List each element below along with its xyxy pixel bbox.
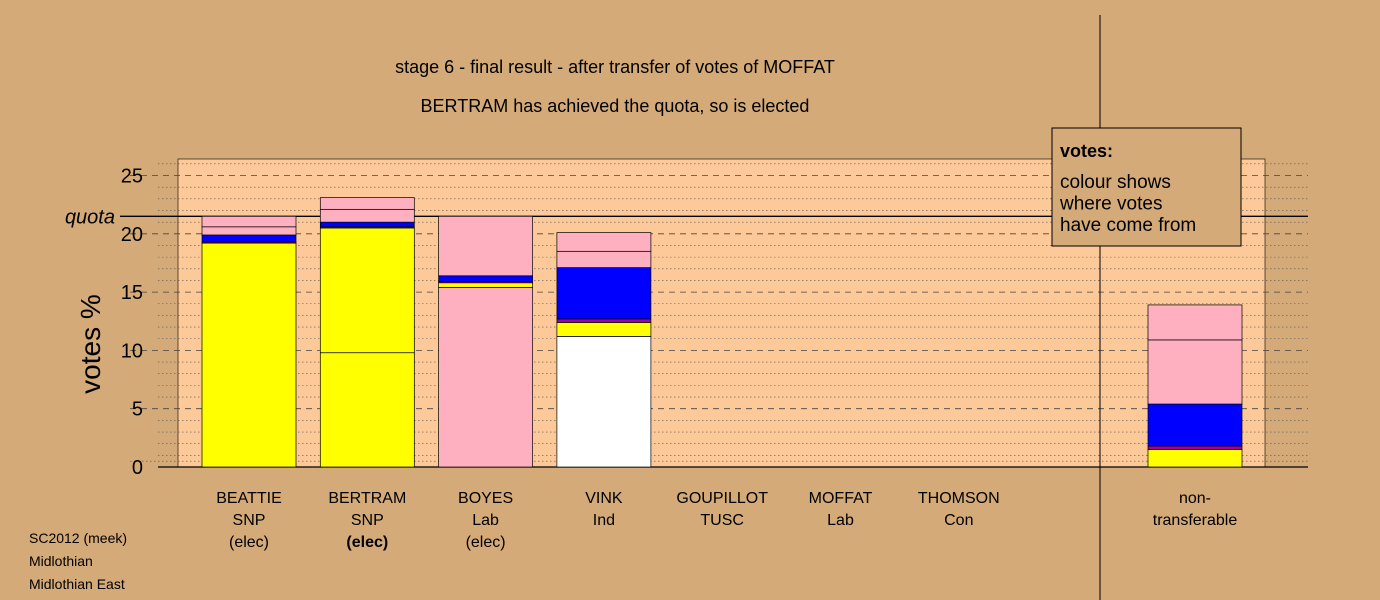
legend-line-2: where votes <box>1059 194 1162 215</box>
candidate-name-boyes: BOYES <box>458 490 513 507</box>
bar-bertram-segment-1 <box>319 352 415 468</box>
bar-bertram-segment-5 <box>319 208 415 223</box>
candidate-status-boyes: (elec) <box>466 534 506 551</box>
candidate-party-boyes: Lab <box>472 512 499 529</box>
bar-beattie-segment-3 <box>201 234 297 243</box>
bar-nontransferable-segment-3 <box>1147 403 1243 447</box>
bar-nontransferable-segment-5 <box>1147 304 1243 341</box>
legend-line-3: have come from <box>1060 215 1196 236</box>
footnote-election: SC2012 (meek) <box>29 530 128 546</box>
candidate-name-moffat: MOFFAT <box>809 490 873 507</box>
candidate-name-vink: VINK <box>585 490 623 507</box>
y-tick-label: 5 <box>132 399 143 421</box>
footnote-ward: Midlothian East <box>29 576 125 592</box>
bar-vink-segment-4 <box>556 267 652 320</box>
candidate-party-bertram: SNP <box>351 512 384 529</box>
chart-title: stage 6 - final result - after transfer … <box>395 57 835 77</box>
bar-bertram-segment-2 <box>319 227 415 354</box>
legend-box <box>1051 127 1242 247</box>
bar-bertram-segment-4 <box>319 221 415 228</box>
bar-bertram-segment-6 <box>319 197 415 210</box>
y-tick-label: 25 <box>121 166 143 188</box>
y-tick-label: 20 <box>121 224 143 246</box>
nontransferable-label-1: non- <box>1179 490 1211 507</box>
candidate-name-beattie: BEATTIE <box>216 490 282 507</box>
candidate-name-thomson: THOMSON <box>918 490 1000 507</box>
bar-vink-segment-6 <box>556 232 652 252</box>
nontransferable-label-2: transferable <box>1153 512 1238 529</box>
quota-label: quota <box>65 206 115 228</box>
bar-vink-segment-5 <box>556 250 652 268</box>
chart-subtitle: BERTRAM has achieved the quota, so is el… <box>421 96 810 116</box>
bar-vink-segment-3 <box>556 318 652 323</box>
y-axis-label: votes % <box>75 294 106 394</box>
candidate-party-goupillot: TUSC <box>700 512 744 529</box>
bar-boyes-segment-4 <box>438 275 533 282</box>
bar-boyes-segment-2 <box>438 282 533 288</box>
footnote-council: Midlothian <box>29 553 93 569</box>
candidate-status-bertram: (elec) <box>346 534 388 551</box>
bar-vink-segment-1 <box>556 336 652 468</box>
bar-nontransferable-segment-4 <box>1147 339 1243 405</box>
bar-boyes-segment-5 <box>438 215 533 277</box>
candidate-name-goupillot: GOUPILLOT <box>676 490 768 507</box>
candidate-party-beattie: SNP <box>233 512 266 529</box>
bar-beattie-segment-4 <box>201 226 297 236</box>
candidate-status-beattie: (elec) <box>229 534 269 551</box>
bar-nontransferable-segment-1 <box>1147 449 1243 468</box>
bar-beattie-segment-1 <box>201 242 297 468</box>
bar-boyes-segment-1 <box>438 287 533 468</box>
candidate-party-thomson: Con <box>944 512 973 529</box>
legend-title: votes: <box>1060 141 1113 161</box>
y-tick-label: 0 <box>132 457 143 479</box>
candidate-name-bertram: BERTRAM <box>328 490 406 507</box>
bar-beattie-segment-5 <box>201 215 297 228</box>
bar-vink-segment-2 <box>556 322 652 337</box>
legend-line-1: colour shows <box>1060 172 1171 193</box>
bar-nontransferable-segment-2 <box>1147 445 1243 450</box>
y-tick-label: 10 <box>121 340 143 362</box>
candidate-party-vink: Ind <box>593 512 615 529</box>
y-tick-label: 15 <box>121 282 143 304</box>
candidate-party-moffat: Lab <box>827 512 854 529</box>
